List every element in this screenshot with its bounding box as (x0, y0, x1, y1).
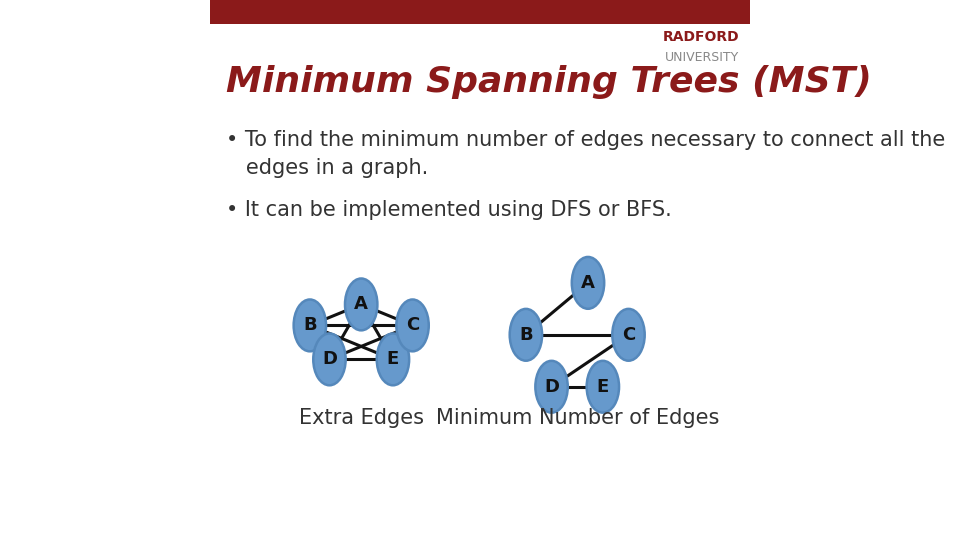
Text: B: B (519, 326, 533, 344)
Text: • To find the minimum number of edges necessary to connect all the
   edges in a: • To find the minimum number of edges ne… (227, 130, 946, 178)
Ellipse shape (313, 334, 346, 386)
Text: E: E (597, 378, 609, 396)
Ellipse shape (345, 279, 377, 330)
Ellipse shape (612, 309, 645, 361)
Text: Minimum Number of Edges: Minimum Number of Edges (436, 408, 719, 428)
Ellipse shape (294, 300, 326, 352)
Text: • It can be implemented using DFS or BFS.: • It can be implemented using DFS or BFS… (227, 200, 672, 220)
Text: C: C (622, 326, 636, 344)
Text: D: D (544, 378, 559, 396)
Bar (210, 0, 750, 24)
Text: D: D (322, 350, 337, 368)
Text: C: C (406, 316, 420, 334)
Text: Extra Edges: Extra Edges (299, 408, 423, 428)
Text: RADFORD: RADFORD (662, 30, 739, 44)
Ellipse shape (572, 257, 604, 309)
Ellipse shape (396, 300, 429, 352)
Text: B: B (303, 316, 317, 334)
Ellipse shape (587, 361, 619, 413)
Text: UNIVERSITY: UNIVERSITY (665, 51, 739, 64)
Text: A: A (354, 295, 368, 313)
Text: E: E (387, 350, 399, 368)
Text: A: A (581, 274, 595, 292)
Ellipse shape (510, 309, 542, 361)
Ellipse shape (376, 334, 409, 386)
Text: Minimum Spanning Trees (MST): Minimum Spanning Trees (MST) (227, 65, 872, 99)
Ellipse shape (536, 361, 567, 413)
